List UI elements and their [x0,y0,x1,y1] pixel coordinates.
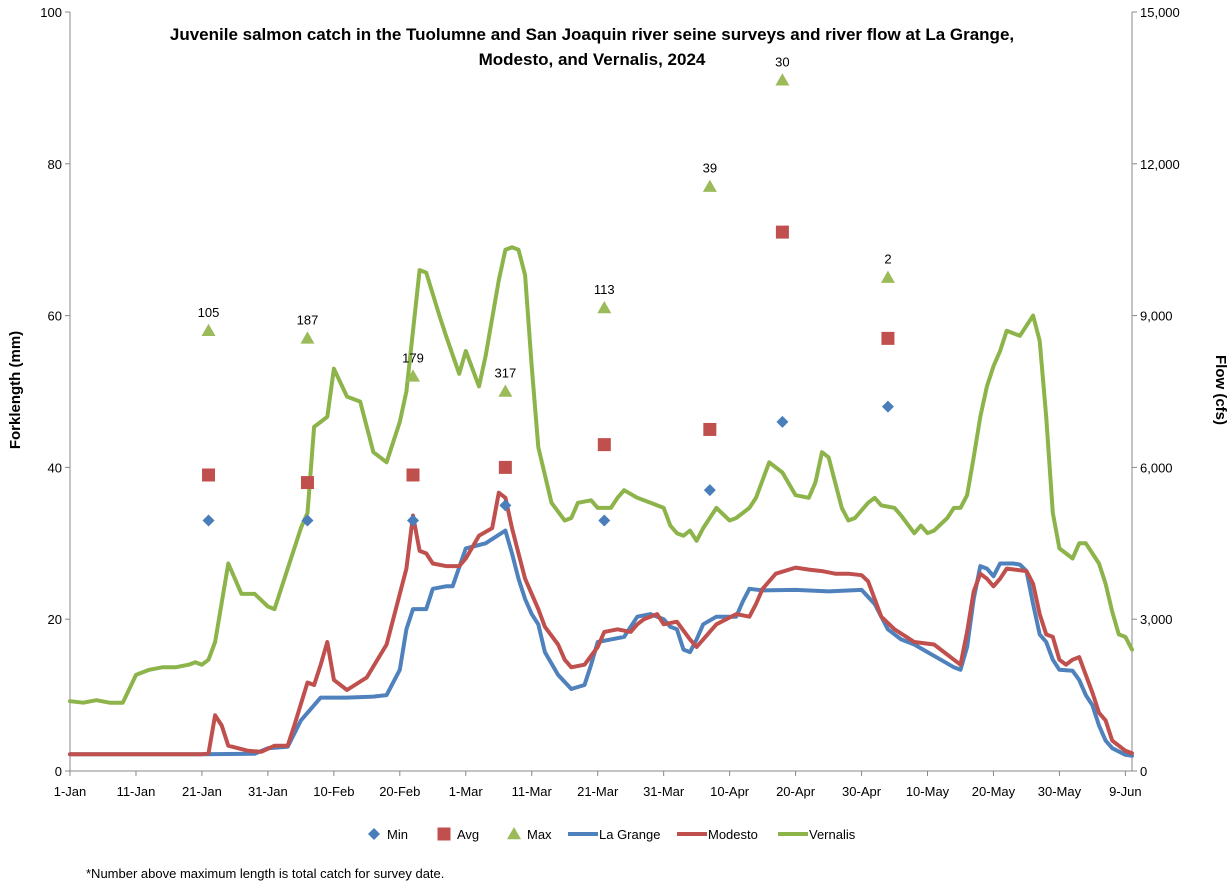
chart-title: Juvenile salmon catch in the Tuolumne an… [170,25,1014,69]
min-marker [407,514,420,527]
catch-label: 39 [703,161,717,176]
footnote: *Number above maximum length is total ca… [86,866,445,881]
chart-title-line-2: Modesto, and Vernalis, 2024 [479,50,706,69]
x-tick-label: 11-Jan [117,784,156,799]
y-left-tick-label: 20 [48,612,62,627]
y-left-axis-title: Forklength (mm) [7,331,24,449]
min-marker [703,484,716,497]
y-left-tick-label: 60 [48,309,62,324]
y-right-tick-label: 6,000 [1140,460,1173,475]
catch-label: 2 [884,252,891,267]
chart-svg: Juvenile salmon catch in the Tuolumne an… [7,5,1229,842]
x-tick-label: 20-Apr [776,784,816,799]
max-marker [880,270,895,283]
avg-marker [881,331,895,345]
x-tick-label: 10-Feb [313,784,354,799]
x-tick-label: 30-May [1038,784,1082,799]
min-marker [598,514,611,527]
legend-min-marker [368,828,380,840]
y-left-tick-label: 80 [48,157,62,172]
max-marker [702,179,717,192]
min-marker [881,400,894,413]
forklength-markers [201,73,895,527]
avg-marker [202,468,216,482]
y-left-tick-label: 40 [48,460,62,475]
max-marker [597,301,612,314]
avg-marker [597,438,611,452]
legend-label: Avg [457,827,479,842]
max-marker [406,369,421,382]
x-tick-label: 20-Feb [379,784,420,799]
y-left-tick-label: 0 [55,764,62,779]
x-tick-label: 31-Jan [248,784,288,799]
x-tick-label: 21-Jan [182,784,222,799]
x-tick-label: 30-Apr [842,784,882,799]
legend-avg-marker [437,827,451,841]
catch-labels: 105 187 179 317 113 39 30 2 [198,54,892,380]
catch-label: 30 [775,54,789,69]
max-marker [775,73,790,86]
x-tick-label: 20-May [972,784,1016,799]
min-marker [202,514,215,527]
legend-label: Max [527,827,552,842]
y-right-tick-label: 3,000 [1140,612,1173,627]
catch-label: 179 [402,350,424,365]
max-marker [498,384,513,397]
max-marker [201,323,216,337]
x-tick-label: 10-May [906,784,950,799]
x-tick-label: 10-Apr [710,784,750,799]
avg-marker [406,468,420,482]
avg-marker [300,476,314,490]
min-marker [499,499,512,512]
legend-label: La Grange [599,827,660,842]
avg-marker [703,422,717,436]
flow-line-vernalis [68,245,1134,705]
avg-marker [775,225,789,239]
x-tick-label: 21-Mar [577,784,619,799]
axes: 0 20 40 60 80 100 0 3,000 6,000 9,000 12,000 15,000… [40,5,1179,799]
x-tick-label: 31-Mar [643,784,685,799]
catch-label: 113 [594,282,615,297]
x-tick-label: 1-Jan [54,784,87,799]
legend: Min Avg Max La Grange Modesto Vernalis [368,827,856,842]
x-tick-label: 11-Mar [512,784,553,799]
legend-label: Vernalis [809,827,856,842]
legend-max-marker [507,827,521,840]
catch-label: 105 [198,305,220,320]
y-left-tick-label: 100 [40,5,62,20]
min-marker [776,415,789,428]
flow-series [68,245,1134,758]
chart-title-line-1: Juvenile salmon catch in the Tuolumne an… [170,25,1014,44]
legend-label: Min [387,827,408,842]
y-right-tick-label: 12,000 [1140,157,1180,172]
y-right-tick-label: 9,000 [1140,309,1173,324]
min-marker [301,514,314,527]
flow-line-modesto [68,490,1134,757]
max-marker [300,331,315,344]
catch-label: 187 [297,312,319,327]
x-tick-label: 9-Jun [1109,784,1142,799]
y-right-tick-label: 0 [1140,764,1147,779]
y-right-axis-title: Flow (cfs) [1212,355,1229,425]
x-tick-label: 1-Mar [449,784,484,799]
catch-label: 317 [495,366,517,381]
avg-marker [498,460,512,474]
legend-label: Modesto [708,827,758,842]
y-right-tick-label: 15,000 [1140,5,1180,20]
